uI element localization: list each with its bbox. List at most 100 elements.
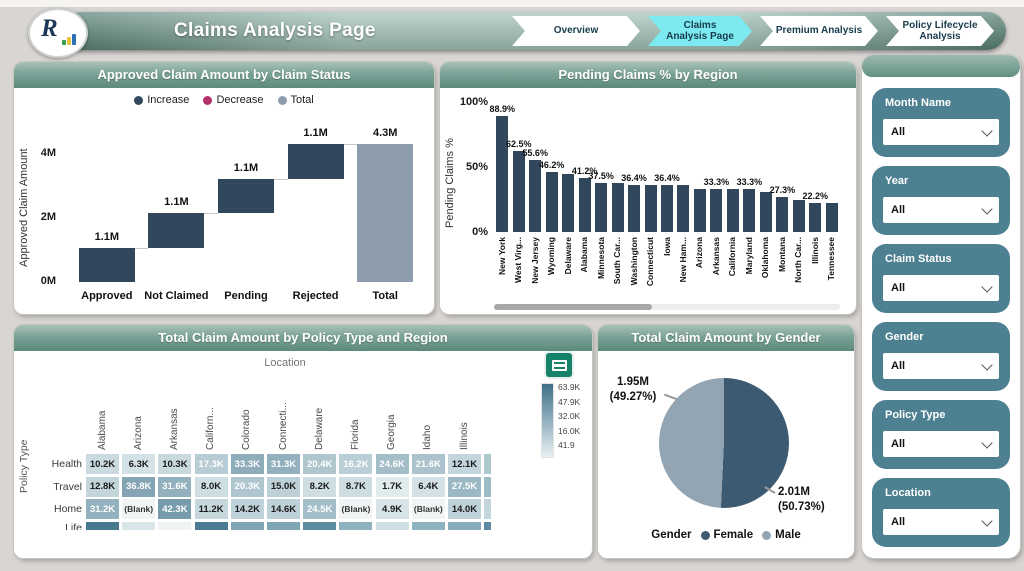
bar-alabama[interactable] bbox=[578, 178, 591, 232]
heatmap-cell-overflow[interactable] bbox=[484, 521, 492, 530]
column-header-alabama[interactable]: Alabama bbox=[96, 410, 108, 450]
heatmap-cell-home-colorado[interactable]: 14.2K bbox=[230, 499, 264, 519]
waterfall-bar-pending[interactable] bbox=[218, 178, 274, 214]
waterfall-bar-total[interactable] bbox=[357, 144, 414, 282]
bar-oklahoma[interactable] bbox=[759, 191, 772, 232]
heatmap-cell-partial[interactable] bbox=[194, 521, 228, 530]
waterfall-bar-not-claimed[interactable] bbox=[148, 213, 205, 248]
filter-dropdown-gender[interactable]: All bbox=[883, 353, 999, 379]
bar-north-car[interactable] bbox=[792, 199, 805, 232]
heatmap-cell-travel-arkansas[interactable]: 31.6K bbox=[158, 476, 192, 497]
heatmap-cell-partial[interactable] bbox=[230, 521, 264, 530]
waterfall-bar-rejected[interactable] bbox=[287, 144, 344, 179]
row-header-travel[interactable]: Travel bbox=[53, 480, 82, 493]
legend-item-decrease[interactable]: Decrease bbox=[203, 94, 264, 106]
nav-tab-claims-analysis-page[interactable]: Claims Analysis Page bbox=[648, 16, 752, 46]
bar-tennessee[interactable] bbox=[825, 203, 838, 232]
heatmap-cell-health-georgia[interactable]: 24.6K bbox=[375, 454, 409, 474]
heatmap-cell-home-idaho[interactable]: (Blank) bbox=[411, 499, 445, 519]
heatmap-cell-home-florida[interactable]: (Blank) bbox=[339, 499, 373, 519]
heatmap-cell-overflow[interactable] bbox=[484, 499, 492, 519]
heatmap-cell-home-alabama[interactable]: 31.2K bbox=[86, 499, 119, 519]
horizontal-scrollbar-thumb[interactable] bbox=[494, 304, 652, 310]
heatmap-cell-overflow[interactable] bbox=[484, 454, 492, 474]
heatmap-cell-home-connecti[interactable]: 14.6K bbox=[267, 499, 300, 519]
row-header-health[interactable]: Health bbox=[51, 458, 82, 470]
column-header-illinois[interactable]: Illinois bbox=[458, 422, 470, 450]
heatmap-cell-travel-arizona[interactable]: 36.8K bbox=[122, 476, 156, 497]
row-header-life-partial[interactable]: Life bbox=[65, 521, 82, 530]
heatmap-cell-partial[interactable] bbox=[86, 521, 119, 530]
heatmap-cell-home-delaware[interactable]: 24.5K bbox=[303, 499, 337, 519]
heatmap-cell-travel-florida[interactable]: 8.7K bbox=[339, 476, 373, 497]
bar-iowa[interactable] bbox=[661, 184, 673, 232]
waterfall-bar-approved[interactable] bbox=[78, 247, 135, 282]
heatmap-cell-home-californ[interactable]: 11.2K bbox=[194, 499, 228, 519]
bar-california[interactable] bbox=[726, 188, 739, 232]
row-header-home[interactable]: Home bbox=[53, 503, 82, 515]
bar-illinois[interactable] bbox=[809, 203, 822, 232]
heatmap-cell-partial[interactable] bbox=[303, 521, 337, 530]
heatmap-cell-partial[interactable] bbox=[122, 521, 156, 530]
bar-west-virg[interactable] bbox=[512, 150, 525, 232]
column-header-arizona[interactable]: Arizona bbox=[132, 416, 144, 450]
bar-wyoming[interactable] bbox=[545, 171, 558, 232]
filter-dropdown-claim-status[interactable]: All bbox=[883, 275, 999, 301]
heatmap-cell-home-arkansas[interactable]: 42.3K bbox=[158, 499, 192, 519]
filter-dropdown-month-name[interactable]: All bbox=[883, 119, 999, 145]
heatmap-cell-health-idaho[interactable]: 21.6K bbox=[411, 454, 445, 474]
heatmap-cell-health-connecti[interactable]: 31.3K bbox=[267, 454, 300, 474]
legend-item-total[interactable]: Total bbox=[277, 94, 314, 106]
column-header-idaho[interactable]: Idaho bbox=[422, 424, 434, 450]
bar-washington[interactable] bbox=[628, 184, 641, 232]
nav-tab-policy-lifecycle-analysis[interactable]: Policy Lifecycle Analysis bbox=[886, 16, 994, 46]
heatmap-cell-health-florida[interactable]: 16.2K bbox=[339, 454, 373, 474]
horizontal-scrollbar-track[interactable] bbox=[494, 304, 840, 310]
bar-new-york[interactable] bbox=[496, 116, 509, 232]
heatmap-cell-partial[interactable] bbox=[375, 521, 409, 530]
column-header-connecti[interactable]: Connecti... bbox=[277, 402, 289, 450]
heatmap-cell-travel-californ[interactable]: 8.0K bbox=[194, 476, 228, 497]
heatmap-cell-travel-connecti[interactable]: 15.0K bbox=[267, 476, 300, 497]
column-header-arkansas[interactable]: Arkansas bbox=[168, 408, 180, 450]
heatmap-cell-home-arizona[interactable]: (Blank) bbox=[122, 499, 156, 519]
column-header-californ[interactable]: Californ... bbox=[205, 407, 217, 450]
bar-maryland[interactable] bbox=[743, 188, 756, 232]
bar-minnesota[interactable] bbox=[595, 183, 608, 232]
heatmap-cell-travel-delaware[interactable]: 8.2K bbox=[303, 476, 337, 497]
legend-item-increase[interactable]: Increase bbox=[134, 94, 189, 106]
filter-dropdown-location[interactable]: All bbox=[883, 509, 999, 535]
legend-item-male[interactable]: Male bbox=[762, 529, 801, 541]
heatmap-cell-health-arizona[interactable]: 6.3K bbox=[122, 454, 156, 474]
heatmap-cell-partial[interactable] bbox=[158, 521, 192, 530]
column-header-colorado[interactable]: Colorado bbox=[241, 409, 253, 450]
column-header-georgia[interactable]: Georgia bbox=[386, 414, 398, 450]
heatmap-cell-health-illinois[interactable]: 12.1K bbox=[448, 454, 481, 474]
column-header-delaware[interactable]: Delaware bbox=[313, 407, 325, 450]
heatmap-cell-partial[interactable] bbox=[448, 521, 481, 530]
bar-montana[interactable] bbox=[776, 196, 789, 232]
heatmap-cell-health-arkansas[interactable]: 10.3K bbox=[158, 454, 192, 474]
bar-new-ham[interactable] bbox=[677, 184, 690, 232]
filter-dropdown-year[interactable]: All bbox=[883, 197, 999, 223]
nav-tab-premium-analysis[interactable]: Premium Analysis bbox=[760, 16, 878, 46]
bar-delaware[interactable] bbox=[562, 174, 575, 232]
filter-dropdown-policy-type[interactable]: All bbox=[883, 431, 999, 457]
bar-arizona[interactable] bbox=[693, 188, 706, 232]
heatmap-cell-travel-georgia[interactable]: 1.7K bbox=[375, 476, 409, 497]
heatmap-cell-travel-idaho[interactable]: 6.4K bbox=[411, 476, 445, 497]
heatmap-cell-travel-alabama[interactable]: 12.8K bbox=[86, 476, 119, 497]
heatmap-cell-travel-colorado[interactable]: 20.3K bbox=[230, 476, 264, 497]
nav-tab-overview[interactable]: Overview bbox=[512, 16, 640, 46]
heatmap-cell-home-georgia[interactable]: 4.9K bbox=[375, 499, 409, 519]
column-header-florida[interactable]: Florida bbox=[349, 419, 361, 450]
heatmap-cell-health-delaware[interactable]: 20.4K bbox=[303, 454, 337, 474]
heatmap-cell-health-californ[interactable]: 17.3K bbox=[194, 454, 228, 474]
heatmap-cell-partial[interactable] bbox=[267, 521, 300, 530]
pie-chart[interactable] bbox=[659, 378, 789, 508]
heatmap-cell-partial[interactable] bbox=[339, 521, 373, 530]
bar-arkansas[interactable] bbox=[710, 188, 723, 232]
heatmap-cell-partial[interactable] bbox=[411, 521, 445, 530]
bar-new-jersey[interactable] bbox=[529, 159, 542, 232]
heatmap-cell-home-illinois[interactable]: 14.0K bbox=[448, 499, 481, 519]
